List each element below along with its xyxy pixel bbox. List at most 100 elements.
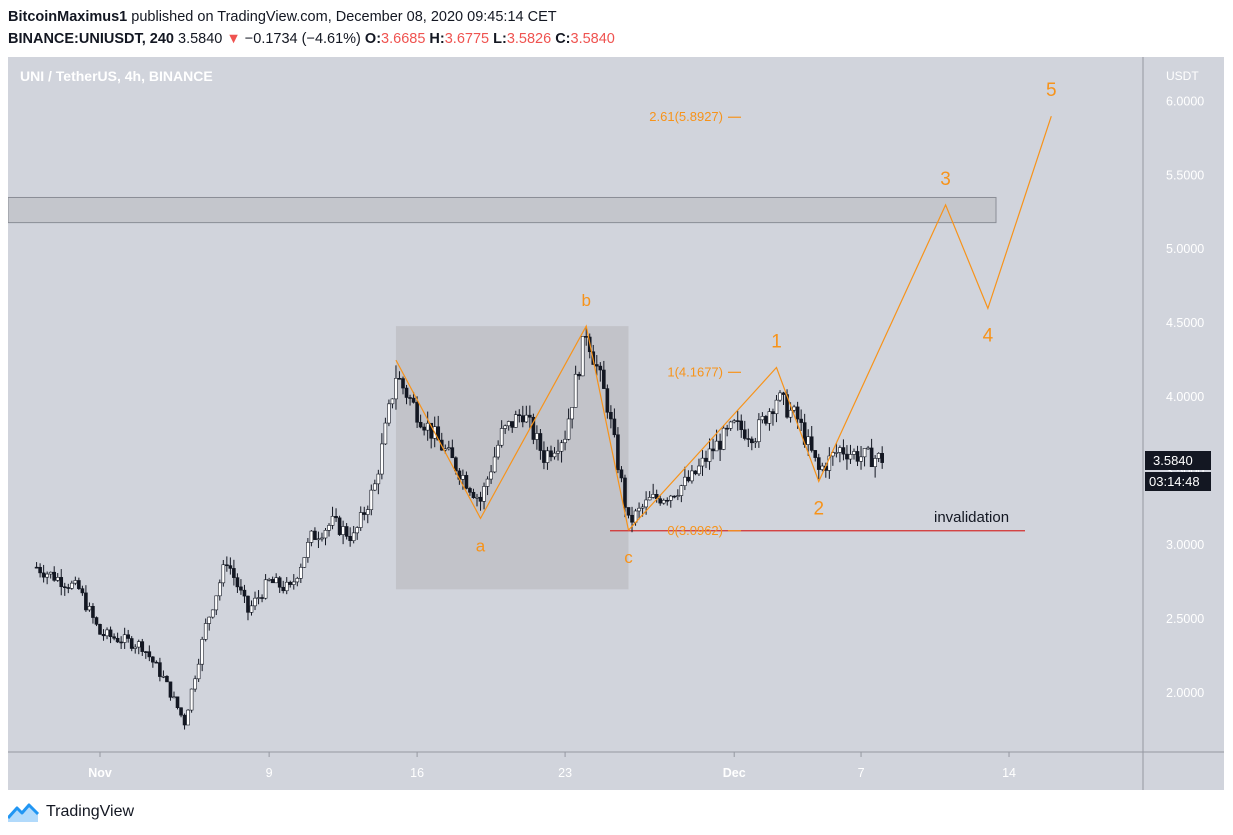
candle-body: [485, 478, 490, 487]
candle-body: [239, 586, 243, 591]
chart-area[interactable]: a b c 1 2 3 4 5 2.61(5.8927) 1(4.1677) 0(3.0962) 6…: [7, 57, 1224, 790]
candle-body: [450, 447, 455, 459]
candle-body: [806, 436, 810, 445]
candle-body: [316, 538, 321, 541]
candle-body: [387, 403, 391, 424]
author-name[interactable]: BitcoinMaximus1: [8, 9, 128, 25]
candle-body: [714, 440, 719, 452]
candle-body: [464, 475, 469, 489]
invalidation-label: invalidation: [934, 509, 1009, 526]
candle-body: [513, 414, 518, 428]
candle-body: [235, 577, 240, 588]
candle-body: [862, 448, 867, 458]
candle-body: [661, 499, 666, 504]
candle-body: [580, 336, 585, 377]
candle-body: [496, 444, 500, 458]
candle-body: [697, 465, 701, 475]
chart-header: BitcoinMaximus1 published on TradingView…: [8, 6, 615, 50]
publish-line: BitcoinMaximus1 published on TradingView…: [8, 6, 615, 28]
y-tick-label: 2.5000: [1166, 612, 1204, 626]
candle-body: [193, 678, 197, 690]
candle-body: [535, 433, 539, 440]
candle-body: [686, 476, 691, 482]
candle-body: [647, 497, 652, 501]
footer: TradingView: [8, 800, 134, 824]
candle-body: [168, 681, 173, 698]
low-value: 3.5826: [506, 31, 552, 47]
candle-body: [573, 373, 578, 408]
candle-body: [284, 581, 289, 592]
candle-body: [612, 418, 617, 436]
candle-body: [672, 495, 677, 498]
footer-brand[interactable]: TradingView: [46, 803, 135, 820]
candle-body: [337, 517, 342, 535]
candle-body: [845, 453, 849, 460]
candle-body: [552, 452, 557, 458]
candle-body: [626, 507, 631, 516]
tradingview-logo-icon: [8, 803, 40, 822]
candle-body: [246, 595, 250, 613]
candle-body: [676, 495, 680, 497]
candle-body: [94, 617, 99, 625]
wave-label-3: 3: [940, 169, 951, 190]
candle-body: [87, 606, 92, 611]
candle-body: [665, 499, 670, 502]
candle-body: [147, 651, 152, 658]
candle-body: [228, 565, 233, 569]
resistance-zone: [7, 196, 997, 224]
candle-body: [869, 447, 874, 468]
candle-body: [115, 637, 120, 643]
close-label: C:: [555, 31, 571, 47]
candle-body: [383, 422, 388, 445]
x-tick-label: 23: [558, 766, 572, 780]
candle-body: [108, 629, 113, 638]
candle-body: [704, 457, 708, 462]
candle-body: [210, 609, 215, 618]
candle-body: [207, 616, 212, 624]
wave-label-c: c: [624, 548, 633, 567]
candle-body: [179, 707, 183, 716]
candle-body: [232, 568, 236, 578]
candle-body: [369, 489, 374, 510]
candle-body: [760, 416, 765, 421]
candle-body: [161, 675, 166, 678]
candle-body: [365, 509, 370, 515]
candle-body: [101, 634, 106, 637]
candle-body: [475, 496, 479, 499]
candle-body: [55, 577, 60, 581]
candle-body: [263, 579, 268, 599]
chart-title: UNI / TetherUS, 4h, BINANCE: [20, 68, 213, 84]
x-tick-label: Dec: [723, 766, 746, 780]
candle-body: [757, 419, 761, 442]
candle-body: [563, 438, 567, 444]
candle-body: [690, 470, 694, 482]
candle-body: [732, 420, 737, 423]
impulse-wave-line: [628, 115, 1052, 531]
candle-body: [876, 453, 881, 459]
candle-body: [492, 456, 497, 473]
candle-body: [556, 450, 560, 454]
candle-body: [820, 465, 825, 470]
candle-body: [866, 447, 870, 450]
candle-body: [503, 425, 507, 429]
candle-body: [598, 365, 603, 371]
candle-body: [299, 566, 303, 579]
candle-body: [45, 573, 49, 578]
candle-body: [327, 525, 331, 531]
candle-body: [288, 581, 293, 585]
x-tick-label: 7: [858, 766, 865, 780]
candle-body: [309, 530, 314, 543]
candle-body: [538, 433, 543, 451]
candle-body: [721, 427, 726, 450]
candle-body: [376, 473, 381, 485]
candle-body: [880, 453, 884, 463]
abc-correction-line: [395, 324, 630, 531]
candle-body: [602, 369, 606, 389]
candle-body: [196, 663, 201, 680]
wave-label-a: a: [476, 536, 486, 555]
candle-body: [351, 532, 356, 541]
candle-body: [77, 580, 81, 589]
candle-body: [478, 496, 483, 502]
candle-body: [225, 564, 229, 567]
